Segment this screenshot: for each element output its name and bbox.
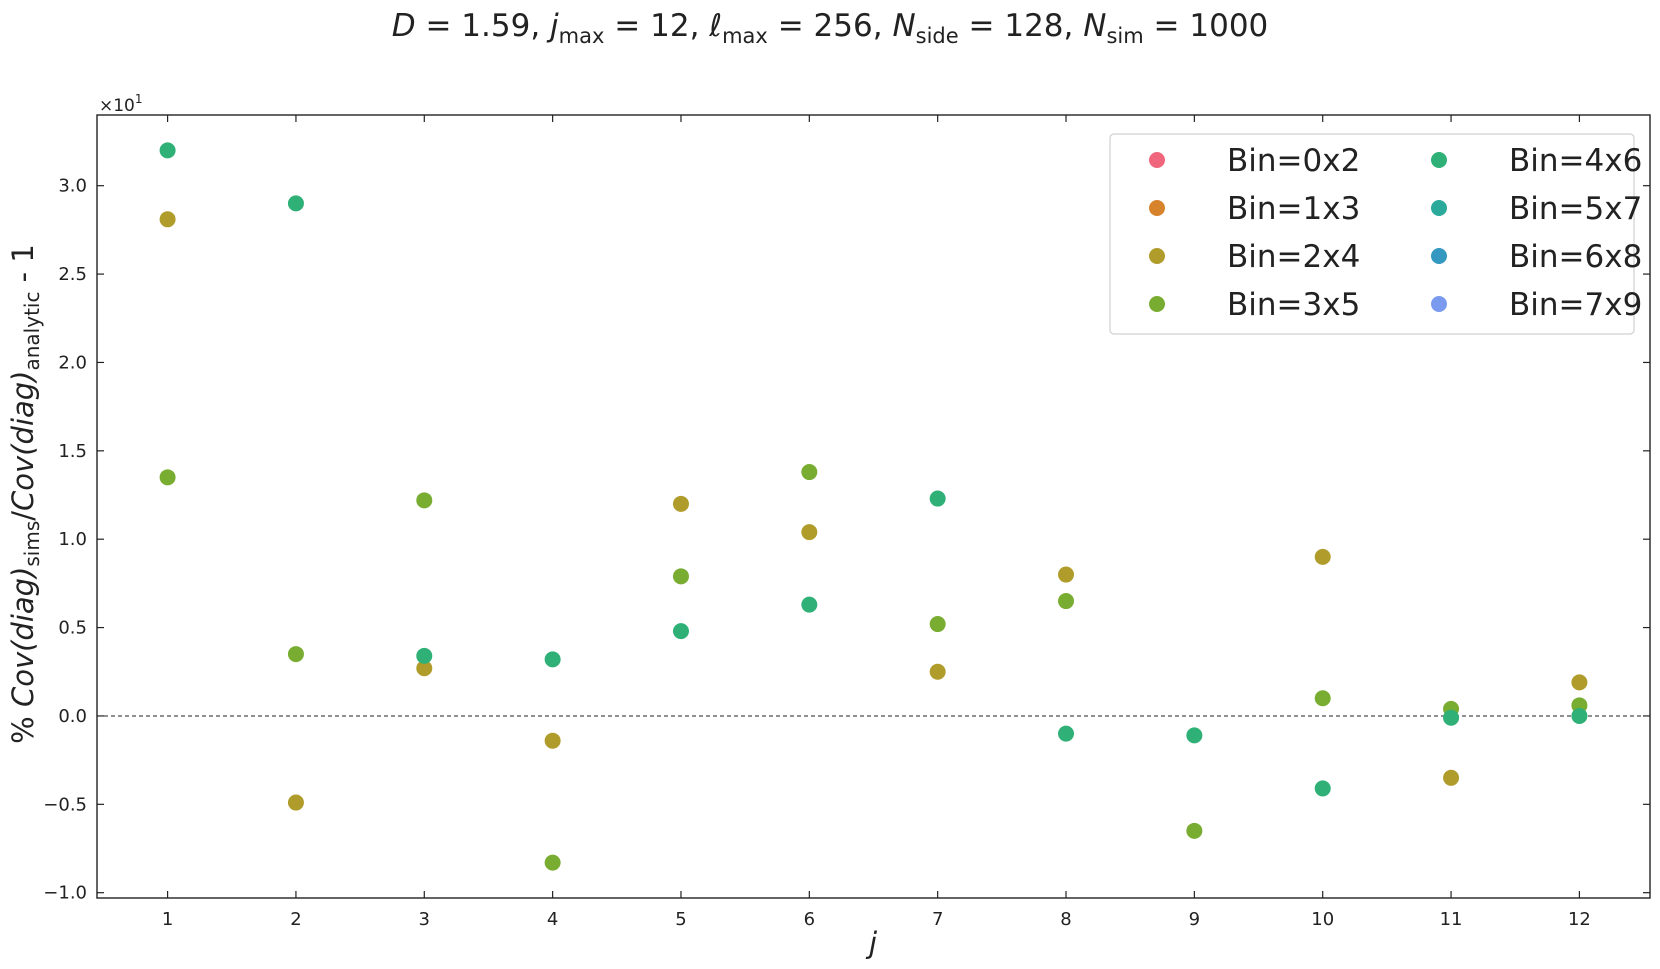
data-point — [544, 732, 561, 749]
x-tick-label: 2 — [290, 909, 301, 930]
data-point — [929, 663, 946, 680]
y-tick-label: 1.0 — [58, 529, 87, 550]
data-point — [1058, 566, 1075, 583]
data-point — [544, 651, 561, 668]
legend-label: Bin=4x6 — [1509, 143, 1642, 179]
x-tick-label: 12 — [1568, 909, 1591, 930]
x-tick-label: 5 — [675, 909, 686, 930]
data-point — [287, 195, 304, 212]
chart-title: D = 1.59, jmax = 12, ℓmax = 256, Nside =… — [392, 8, 1269, 48]
x-tick-label: 4 — [547, 909, 558, 930]
legend-label: Bin=3x5 — [1227, 287, 1360, 323]
y-tick-label: 2.5 — [58, 264, 87, 285]
data-point — [1314, 780, 1331, 797]
data-point — [1443, 769, 1460, 786]
data-point — [1571, 674, 1588, 691]
y-axis-label: % Cov(diag)sims/Cov(diag)analytic - 1 — [6, 244, 44, 744]
data-point — [801, 464, 818, 481]
legend-marker — [1149, 200, 1165, 216]
legend-label: Bin=5x7 — [1509, 191, 1642, 227]
data-point — [1571, 707, 1588, 724]
data-point — [801, 596, 818, 613]
data-point — [1314, 548, 1331, 565]
x-tick-label: 8 — [1060, 909, 1071, 930]
data-point — [159, 211, 176, 228]
y-axis-multiplier: ×101 — [99, 92, 143, 116]
legend-label: Bin=1x3 — [1227, 191, 1360, 227]
legend: Bin=0x2 Bin=1x3 Bin=2x4 Bin=3x5 Bin=4x6 Bin=5… — [1109, 133, 1642, 335]
data-point — [1443, 709, 1460, 726]
plot-area-frame — [96, 114, 1651, 899]
legend-label: Bin=7x9 — [1509, 287, 1642, 323]
data-point — [416, 492, 433, 509]
x-tick-label: 3 — [419, 909, 430, 930]
data-point — [1058, 725, 1075, 742]
y-tick-label: 2.0 — [58, 352, 87, 373]
data-point — [1058, 593, 1075, 610]
data-point — [416, 647, 433, 664]
legend-marker — [1431, 200, 1447, 216]
legend-marker — [1149, 296, 1165, 312]
y-tick-label: 0.5 — [58, 618, 87, 639]
data-point — [159, 142, 176, 159]
legend-marker — [1431, 296, 1447, 312]
data-point — [929, 490, 946, 507]
data-point — [672, 495, 689, 512]
legend-marker — [1431, 152, 1447, 168]
x-tick-label: 1 — [162, 909, 173, 930]
legend-label: Bin=0x2 — [1227, 143, 1360, 179]
data-point — [1314, 690, 1331, 707]
y-tick-label: 0.0 — [58, 706, 87, 727]
x-tick-label: 10 — [1311, 909, 1334, 930]
legend-marker — [1431, 248, 1447, 264]
data-point — [1186, 727, 1203, 744]
x-tick-label: 7 — [932, 909, 943, 930]
data-point — [801, 524, 818, 541]
data-point — [672, 568, 689, 585]
y-tick-label: 1.5 — [58, 441, 87, 462]
y-tick-label: 3.0 — [58, 176, 87, 197]
legend-marker — [1149, 248, 1165, 264]
legend-marker — [1149, 152, 1165, 168]
y-tick-label: −0.5 — [43, 794, 87, 815]
x-tick-label: 9 — [1189, 909, 1200, 930]
legend-box — [1109, 133, 1635, 335]
data-points — [159, 142, 1588, 871]
legend-label: Bin=6x8 — [1509, 239, 1642, 275]
data-point — [159, 469, 176, 486]
data-point — [416, 660, 433, 677]
data-point — [544, 854, 561, 871]
data-point — [929, 616, 946, 633]
x-tick-label: 11 — [1440, 909, 1463, 930]
legend-label: Bin=2x4 — [1227, 239, 1360, 275]
data-point — [672, 623, 689, 640]
data-point — [287, 646, 304, 663]
data-point — [287, 794, 304, 811]
data-point — [1186, 822, 1203, 839]
x-tick-label: 6 — [804, 909, 815, 930]
axis-ticks: 1 2 3 4 5 6 7 8 9 10 11 12−1.0−0.50.00.51.01.52.02.… — [43, 115, 1650, 930]
y-tick-label: −1.0 — [43, 883, 87, 904]
x-axis-label: j — [865, 926, 878, 960]
